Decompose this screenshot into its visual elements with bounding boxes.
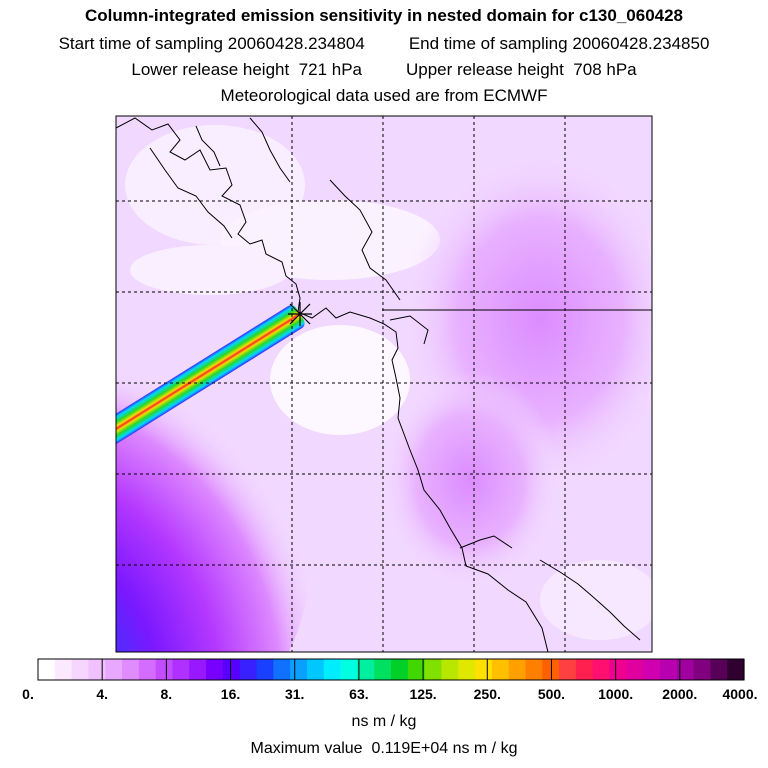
colorbar-swatch [54, 659, 73, 680]
end-time-label: End time of sampling [408, 34, 568, 53]
colorbar-swatch [71, 659, 90, 680]
colorbar-swatch [122, 659, 140, 680]
colorbar-tick-label: 31. [284, 686, 305, 702]
colorbar-swatch [155, 659, 174, 680]
start-time-value: 20060428.234804 [227, 34, 365, 53]
map-frame [115, 115, 653, 653]
colorbar-swatch [727, 659, 745, 680]
colorbar-swatch [592, 659, 611, 680]
colorbar-swatch [206, 659, 224, 680]
sampling-times: Start time of sampling 20060428.234804 En… [0, 34, 768, 54]
colorbar-tick-label: 8. [160, 686, 173, 702]
colorbar-swatch [290, 659, 308, 680]
colorbar-tick-label: 4. [96, 686, 109, 702]
colorbar-swatch [626, 659, 644, 680]
colorbar-swatch [407, 659, 426, 680]
colorbar-swatch [239, 659, 258, 680]
colorbar-swatch [676, 659, 695, 680]
colorbar-swatch [138, 659, 157, 680]
colorbar-swatch [88, 659, 106, 680]
colorbar-tick-label: 1000. [598, 686, 634, 702]
colorbar-tick-label: 250. [473, 686, 501, 702]
maximum-value: Maximum value 0.119E+04 ns m / kg [0, 740, 768, 758]
plot-title: Column-integrated emission sensitivity i… [84, 6, 684, 25]
colorbar-swatch [475, 659, 493, 680]
start-time-label: Start time of sampling [58, 34, 223, 53]
colorbar-tick-label: 2000. [662, 686, 698, 702]
colorbar-swatch [323, 659, 342, 680]
colorbar-swatch [172, 659, 190, 680]
upper-height-value: 708 hPa [573, 60, 637, 79]
colorbar-tick-label: 500. [537, 686, 566, 702]
upper-height-label: Upper release height [406, 60, 564, 79]
colorbar-swatch [424, 659, 443, 680]
colorbar-tick-label: 0. [22, 686, 34, 702]
lat-lon-grid [116, 116, 652, 652]
colorbar-swatch [458, 659, 476, 680]
colorbar-tick-label: 63. [349, 686, 369, 702]
colorbar-tick-label: 16. [220, 686, 241, 702]
colorbar-swatch [508, 659, 527, 680]
colorbar-swatch [256, 659, 274, 680]
colorbar-swatch [340, 659, 358, 680]
colorbar-swatch [222, 659, 241, 680]
colorbar-swatch [105, 659, 123, 680]
colorbar-swatch [189, 659, 207, 680]
colorbar-swatch [38, 659, 56, 680]
maximum-value-number: 0.119E+04 ns m / kg [371, 740, 518, 757]
colorbar-swatch [643, 659, 661, 680]
colorbar-swatch [710, 659, 728, 680]
colorbar-tick-label: 125. [409, 686, 437, 702]
colorbar-unit: ns m / kg [351, 713, 417, 730]
colorbar-swatch [525, 659, 543, 680]
colorbar-swatch [693, 659, 711, 680]
coastline [115, 117, 652, 653]
release-heights: Lower release height 721 hPa Upper releas… [0, 60, 768, 80]
colorbar-swatch [575, 659, 594, 680]
met-data-note: Meteorological data used are from ECMWF [220, 86, 548, 105]
maximum-value-label: Maximum value [250, 740, 363, 757]
colorbar-swatch [273, 659, 291, 680]
map-field [116, 116, 652, 652]
colorbar-swatch [306, 659, 325, 680]
colorbar-frame [37, 658, 745, 681]
colorbar-swatch [559, 659, 577, 680]
lower-height-value: 721 hPa [298, 60, 362, 79]
colorbar-swatch [491, 659, 510, 680]
colorbar-swatch [357, 659, 375, 680]
release-point-marker [288, 302, 312, 326]
colorbar-tick-label: 4000. [722, 686, 758, 702]
colorbar-swatch [659, 659, 678, 680]
end-time-value: 20060428.234850 [572, 34, 710, 53]
colorbar-swatch [441, 659, 459, 680]
colorbar-swatch [609, 659, 627, 680]
colorbar [38, 659, 745, 680]
colorbar-swatch [391, 659, 409, 680]
colorbar-swatch [374, 659, 392, 680]
lower-height-label: Lower release height [131, 60, 290, 79]
